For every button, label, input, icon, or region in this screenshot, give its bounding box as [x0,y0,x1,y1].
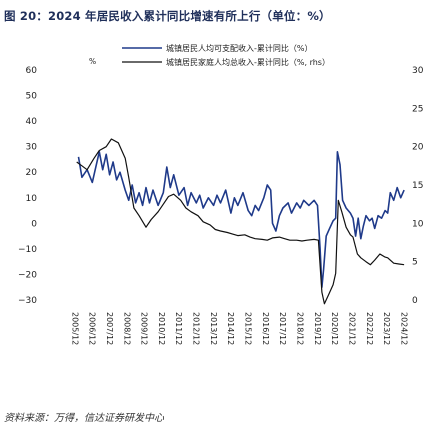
chart-title: 图 20：2024 年居民收入累计同比增速有所上行（单位：%） [4,9,331,23]
x-tick-label: 2008/12 [122,312,131,345]
y-right-tick-label: 30 [412,66,424,76]
source-note: 资料来源：万得，信达证券研发中心 [4,413,164,424]
x-tick-label: 2006/12 [88,312,97,345]
y-right-tick-label: 5 [412,258,418,268]
x-tick-label: 2018/12 [295,312,304,345]
y-right-tick-label: 15 [412,181,423,191]
x-tick-label: 2020/12 [330,312,339,345]
legend-unit-label: % [89,57,96,66]
x-tick-label: 2007/12 [105,312,114,345]
x-tick-label: 2014/12 [226,312,235,345]
x-tick-label: 2011/12 [174,312,183,345]
y-left-tick-label: 20 [26,168,38,178]
x-tick-label: 2017/12 [278,312,287,345]
x-tick-label: 2005/12 [70,312,79,345]
legend-label-series-2: 城镇居民家庭人均总收入-累计同比（%, rhs） [166,57,330,67]
y-left-tick-label: 10 [26,194,38,204]
y-left-tick-label: 30 [26,143,38,153]
series-lines [76,138,405,305]
legend-label-series-1: 城镇居民人均可支配收入-累计同比（%） [166,43,313,53]
legend: % 城镇居民人均可支配收入-累计同比（%） 城镇居民家庭人均总收入-累计同比（%… [89,43,330,67]
y-axis-left: 60 50 40 30 20 10 0 −10 −20 −30 [18,66,37,306]
y-right-tick-label: 0 [412,296,418,306]
x-tick-label: 2015/12 [244,312,253,345]
y-axis-right: 30 25 20 15 10 5 0 [412,66,424,306]
y-left-tick-label: −30 [18,296,37,306]
y-left-tick-label: 50 [26,92,38,102]
x-tick-label: 2009/12 [140,312,149,345]
y-left-tick-label: 60 [26,66,38,76]
y-left-tick-label: 0 [31,219,37,229]
y-left-tick-label: −20 [18,270,37,280]
series-line-1 [77,151,405,288]
x-tick-label: 2010/12 [157,312,166,345]
x-axis: 2005/12 2006/12 2007/12 2008/12 2009/12 2010/… [70,312,408,345]
x-tick-label: 2023/12 [382,312,391,345]
y-right-tick-label: 10 [412,219,424,229]
x-tick-label: 2022/12 [365,312,374,345]
y-right-tick-label: 25 [412,104,423,114]
x-tick-label: 2012/12 [192,312,201,345]
series-line-2 [76,138,405,305]
x-tick-label: 2019/12 [313,312,322,345]
y-left-tick-label: −10 [18,245,37,255]
x-tick-label: 2013/12 [209,312,218,345]
y-left-tick-label: 40 [26,117,38,127]
y-right-tick-label: 20 [412,143,424,153]
x-tick-label: 2016/12 [261,312,270,345]
x-tick-label: 2024/12 [399,312,408,345]
x-tick-label: 2021/12 [347,312,356,345]
